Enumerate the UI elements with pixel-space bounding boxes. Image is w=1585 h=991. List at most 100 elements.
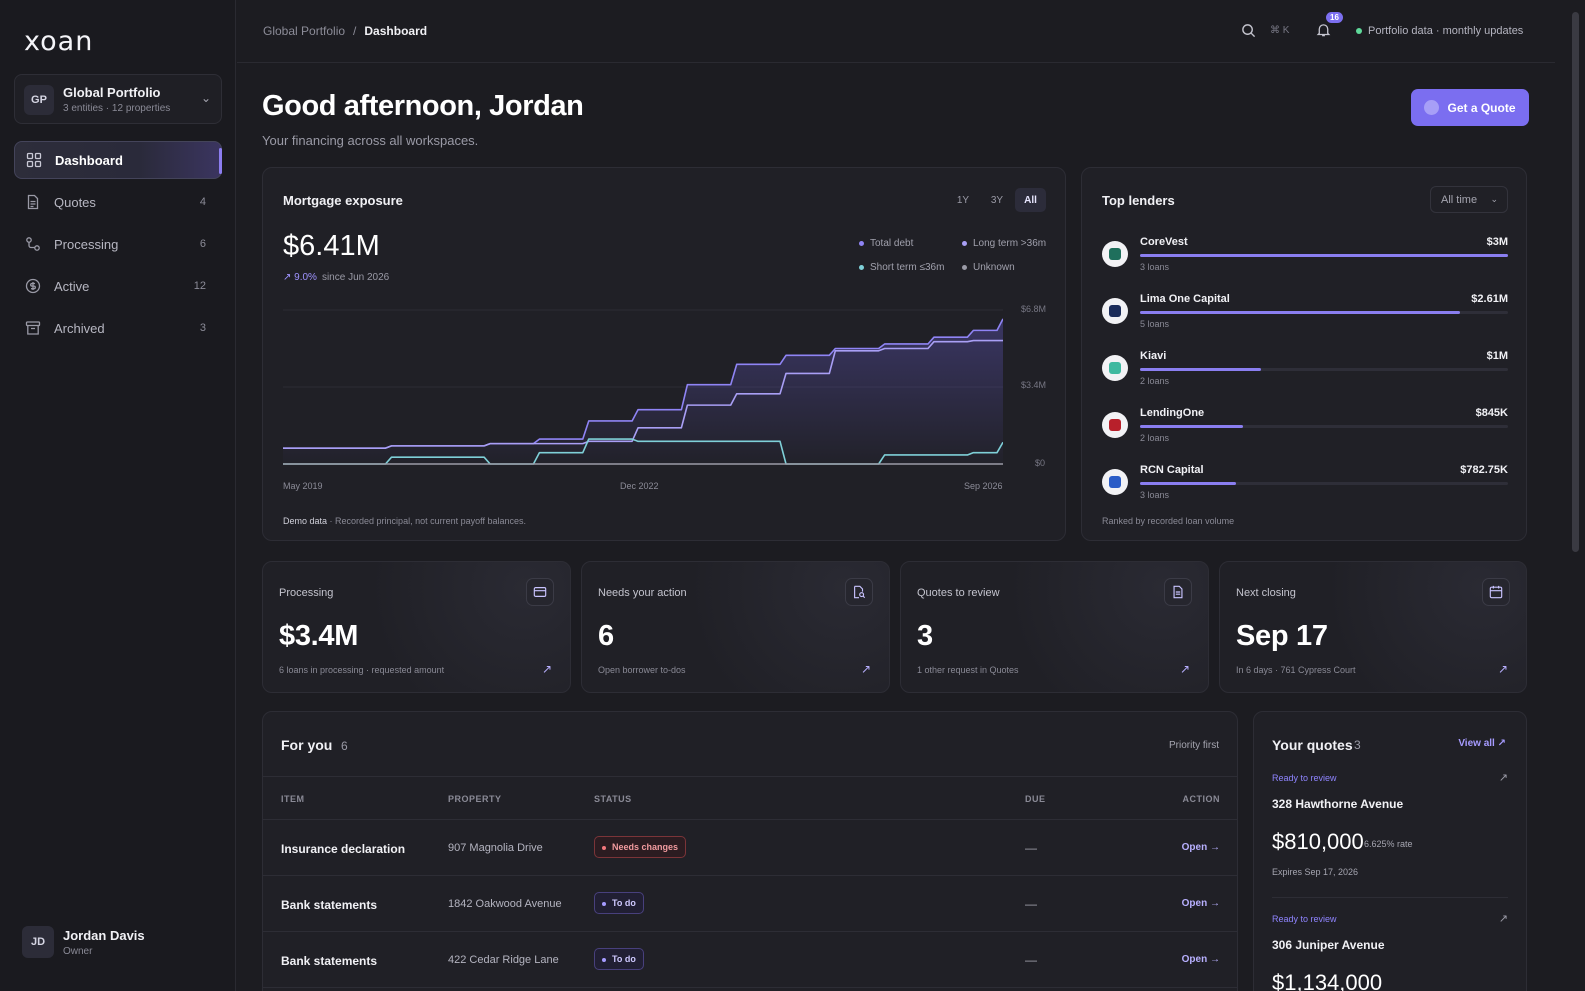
stat-label: Next closing bbox=[1236, 587, 1296, 599]
sidebar-item-label: Quotes bbox=[54, 194, 96, 210]
page-title: Good afternoon, Jordan bbox=[262, 90, 584, 122]
lender-row[interactable]: LendingOne $845K 2 loans bbox=[1102, 405, 1508, 455]
lender-row[interactable]: RCN Capital $782.75K 3 loans bbox=[1102, 462, 1508, 512]
stat-label: Processing bbox=[279, 587, 334, 599]
arrow-up-right-icon[interactable]: ↗ bbox=[1498, 913, 1508, 925]
y-tick-label: $0 bbox=[1035, 458, 1046, 468]
arrow-up-right-icon[interactable]: ↗ bbox=[1498, 772, 1508, 784]
arrow-up-right-icon[interactable]: ↗ bbox=[1179, 662, 1190, 676]
legend-swatch bbox=[962, 241, 967, 246]
row-due: — bbox=[1025, 953, 1037, 967]
lender-logo-mark bbox=[1109, 476, 1121, 488]
user-role: Owner bbox=[63, 946, 93, 957]
bell-icon[interactable] bbox=[1316, 22, 1331, 41]
stat-subtitle: 1 other request in Quotes bbox=[917, 665, 1019, 675]
status-dot bbox=[1356, 28, 1362, 34]
row-due: — bbox=[1025, 841, 1037, 855]
stat-card-next-closing[interactable]: Next closing Sep 17 In 6 days · 761 Cypr… bbox=[1219, 561, 1527, 693]
y-tick-label: $3.4M bbox=[1021, 380, 1047, 390]
search-icon[interactable] bbox=[1241, 23, 1256, 41]
lender-row[interactable]: Kiavi $1M 2 loans bbox=[1102, 348, 1508, 398]
view-all-label: View all bbox=[1458, 738, 1495, 749]
item-count: 6 bbox=[341, 739, 348, 753]
dashboard-icon bbox=[26, 152, 42, 168]
lender-bar-track bbox=[1140, 425, 1508, 428]
app-logo[interactable]: xoan bbox=[24, 26, 94, 57]
arrow-up-right-icon[interactable]: ↗ bbox=[860, 662, 871, 676]
workspace-subtitle: 3 entities · 12 properties bbox=[63, 103, 171, 114]
workflow-icon bbox=[25, 236, 41, 252]
legend-item: Short term ≤36m bbox=[859, 262, 944, 273]
get-quote-button[interactable]: Get a Quote bbox=[1411, 89, 1529, 126]
sidebar-item-dashboard[interactable]: Dashboard bbox=[14, 141, 222, 179]
data-status: Portfolio data · monthly updates bbox=[1356, 25, 1523, 37]
column-header: ITEM bbox=[281, 794, 305, 804]
table-row: Bank statements 1842 Oakwood Avenue To d… bbox=[263, 876, 1238, 932]
workspace-switcher[interactable]: GP Global Portfolio 3 entities · 12 prop… bbox=[14, 74, 222, 124]
view-all-link[interactable]: View all ↗ bbox=[1458, 738, 1506, 749]
open-link[interactable]: Open → bbox=[1181, 898, 1220, 909]
footnote-text: · Recorded principal, not current payoff… bbox=[327, 516, 526, 526]
range-3y[interactable]: 3Y bbox=[990, 194, 1004, 206]
sidebar-item-archived[interactable]: Archived 3 bbox=[14, 309, 222, 347]
exposure-change: ↗ 9.0% since Jun 2026 bbox=[283, 272, 389, 283]
sidebar-item-label: Active bbox=[54, 278, 90, 294]
quote-amount: $810,000 bbox=[1272, 829, 1364, 854]
stat-card-quotes-to-review[interactable]: Quotes to review 3 1 other request in Qu… bbox=[900, 561, 1209, 693]
lender-bar-track bbox=[1140, 368, 1508, 371]
lender-name: RCN Capital bbox=[1140, 464, 1204, 476]
lender-row[interactable]: CoreVest $3M 3 loans bbox=[1102, 234, 1508, 284]
range-all[interactable]: All bbox=[1015, 188, 1046, 212]
breadcrumb: Global Portfolio / Dashboard bbox=[263, 24, 427, 38]
footnote-bold: Demo data bbox=[283, 516, 328, 526]
sidebar-item-active[interactable]: Active 12 bbox=[14, 267, 222, 305]
row-property: 422 Cedar Ridge Lane bbox=[448, 954, 559, 966]
lender-name: Kiavi bbox=[1140, 350, 1167, 362]
lender-logo-icon bbox=[1102, 355, 1128, 381]
open-link[interactable]: Open → bbox=[1181, 954, 1220, 965]
time-filter-value: All time bbox=[1441, 193, 1478, 206]
lender-bar-track bbox=[1140, 254, 1508, 257]
card-title: Your quotes bbox=[1272, 737, 1353, 753]
legend-item: Long term >36m bbox=[962, 238, 1046, 249]
y-tick-label: $6.8M bbox=[1021, 304, 1047, 314]
lender-bar-track bbox=[1140, 482, 1508, 485]
scrollbar[interactable] bbox=[1572, 12, 1579, 552]
top-lenders-card: Top lenders All time ⌄ CoreVest $3M 3 loans… bbox=[1081, 167, 1527, 541]
sort-control[interactable]: Priority first bbox=[1169, 740, 1219, 751]
quote-address: 328 Hawthorne Avenue bbox=[1272, 797, 1404, 811]
arrow-up-right-icon[interactable]: ↗ bbox=[1497, 662, 1508, 676]
workspace-avatar: GP bbox=[24, 85, 54, 115]
quote-count: 3 bbox=[1354, 738, 1361, 752]
stat-card-needs-action[interactable]: Needs your action 6 Open borrower to-dos… bbox=[581, 561, 890, 693]
column-header: DUE bbox=[1025, 794, 1046, 804]
stat-value: 6 bbox=[598, 620, 614, 652]
sidebar-item-count: 6 bbox=[199, 238, 206, 250]
dollar-circle-icon bbox=[25, 278, 41, 294]
quote-status: Ready to review bbox=[1272, 773, 1337, 783]
legend-label: Unknown bbox=[973, 262, 1015, 273]
stat-subtitle: Open borrower to-dos bbox=[598, 665, 686, 675]
stat-card-processing[interactable]: Processing $3.4M 6 loans in processing ·… bbox=[262, 561, 571, 693]
lender-bar-fill bbox=[1140, 425, 1244, 428]
lenders-footnote: Ranked by recorded loan volume bbox=[1102, 516, 1235, 526]
avatar: JD bbox=[22, 926, 54, 958]
lender-logo-icon bbox=[1102, 412, 1128, 438]
sidebar-item-quotes[interactable]: Quotes 4 bbox=[14, 183, 222, 221]
lender-logo-mark bbox=[1109, 248, 1121, 260]
arrow-up-right-icon[interactable]: ↗ bbox=[541, 662, 552, 676]
mortgage-chart bbox=[283, 309, 1003, 465]
range-1y[interactable]: 1Y bbox=[956, 194, 970, 206]
open-link[interactable]: Open → bbox=[1181, 842, 1220, 853]
card-title: For you bbox=[281, 737, 333, 753]
time-filter-select[interactable]: All time ⌄ bbox=[1430, 186, 1508, 213]
get-quote-label: Get a Quote bbox=[1447, 100, 1516, 115]
sidebar-item-count: 3 bbox=[199, 322, 206, 334]
breadcrumb-parent[interactable]: Global Portfolio bbox=[263, 24, 346, 38]
lender-row[interactable]: Lima One Capital $2.61M 5 loans bbox=[1102, 291, 1508, 341]
chart-footnote: Demo data · Recorded principal, not curr… bbox=[283, 516, 526, 526]
stat-subtitle: 6 loans in processing · requested amount bbox=[279, 665, 445, 675]
sidebar-item-processing[interactable]: Processing 6 bbox=[14, 225, 222, 263]
row-item: Insurance declaration bbox=[281, 842, 406, 856]
change-since: since Jun 2026 bbox=[321, 272, 390, 283]
